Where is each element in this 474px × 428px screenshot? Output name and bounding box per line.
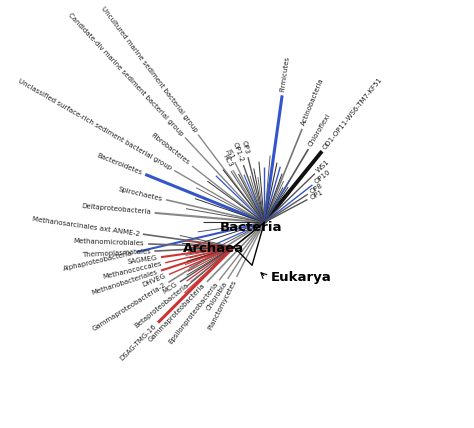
Text: RC3: RC3 xyxy=(221,154,234,169)
Text: Methanobacteriales: Methanobacteriales xyxy=(91,269,158,296)
Text: Planctomycetes: Planctomycetes xyxy=(207,279,237,331)
Text: Methanosarcinales axt ANME-2: Methanosarcinales axt ANME-2 xyxy=(31,216,140,237)
Text: Deltaproteobacteria: Deltaproteobacteria xyxy=(81,203,151,216)
Text: Alphaproteobacteria: Alphaproteobacteria xyxy=(63,250,133,272)
Text: MCG: MCG xyxy=(162,281,178,295)
Text: Bacteroidetes: Bacteroidetes xyxy=(96,152,143,176)
Text: Firmicutes: Firmicutes xyxy=(280,56,291,92)
Text: Chlorobia: Chlorobia xyxy=(205,280,228,312)
Text: Gammaproteobacteria-2: Gammaproteobacteria-2 xyxy=(91,282,167,332)
Text: OP1: OP1 xyxy=(310,189,325,200)
Text: Chloroflexi: Chloroflexi xyxy=(308,113,332,148)
Text: Candidate-div marine sediment bacterial group: Candidate-div marine sediment bacterial … xyxy=(67,12,185,137)
Text: Thermoplasmatales: Thermoplasmatales xyxy=(82,248,151,258)
Text: OP8: OP8 xyxy=(310,182,324,195)
Text: Gammaproteobacteria: Gammaproteobacteria xyxy=(147,282,207,343)
Text: OD1-OP11-WS6-TM7-KF51: OD1-OP11-WS6-TM7-KF51 xyxy=(322,76,384,150)
Text: OP1-2: OP1-2 xyxy=(232,141,245,163)
Text: Methanomicrobiales: Methanomicrobiales xyxy=(74,238,145,247)
Text: SAGMEG: SAGMEG xyxy=(127,255,158,265)
Text: Actinobacteria: Actinobacteria xyxy=(301,77,325,127)
Text: Eukarya: Eukarya xyxy=(270,271,331,284)
Text: DHVEG: DHVEG xyxy=(141,273,167,288)
Text: WS1: WS1 xyxy=(315,158,331,173)
Text: Spirochaetes: Spirochaetes xyxy=(118,186,163,202)
Text: Methanococcales: Methanococcales xyxy=(102,261,162,280)
Text: Bacteria: Bacteria xyxy=(219,220,282,234)
Text: JS1: JS1 xyxy=(226,148,236,160)
Text: Archaea: Archaea xyxy=(183,242,245,255)
Text: Fibrobacteres: Fibrobacteres xyxy=(150,132,191,166)
Text: Unclassified surface-rich sediment bacterial group: Unclassified surface-rich sediment bacte… xyxy=(17,78,173,171)
Text: DSAG-TMG-16: DSAG-TMG-16 xyxy=(119,323,157,362)
Text: OP3: OP3 xyxy=(241,140,250,155)
Text: Uncultured marine sediment bacterial group: Uncultured marine sediment bacterial gro… xyxy=(100,6,198,134)
Text: Epsilonproteobacteria: Epsilonproteobacteria xyxy=(167,281,219,345)
Text: Betaproteobacteria: Betaproteobacteria xyxy=(134,282,190,329)
Text: OP10: OP10 xyxy=(313,169,332,185)
